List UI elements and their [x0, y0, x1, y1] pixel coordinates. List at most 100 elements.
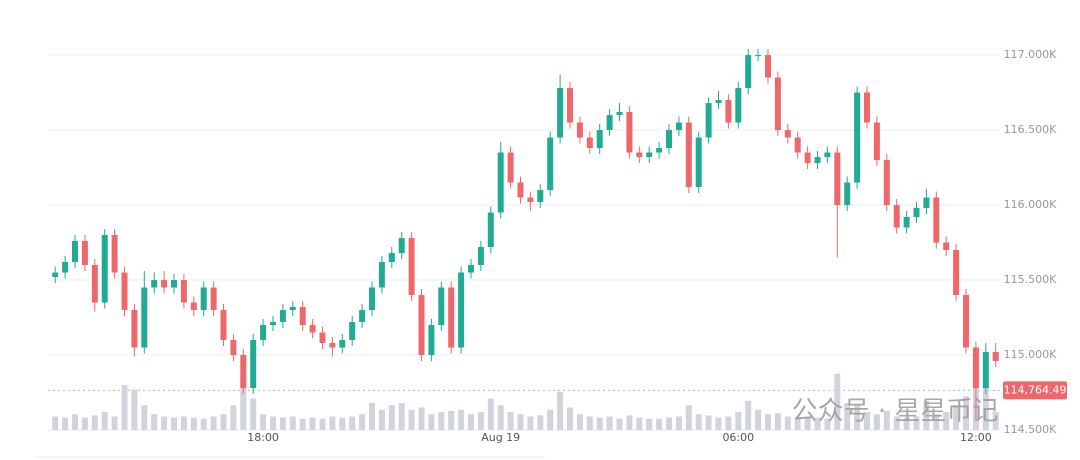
candle-body: [844, 182, 851, 206]
candle-body: [418, 295, 425, 356]
volume-bar: [873, 414, 880, 430]
volume-bar: [913, 416, 920, 430]
volume-bar: [576, 414, 583, 430]
candle-body: [893, 205, 900, 228]
volume-bar: [527, 416, 534, 430]
volume-bar: [369, 403, 375, 430]
candle-body: [557, 88, 564, 138]
candle-body: [784, 130, 791, 138]
volume-bar: [299, 418, 306, 430]
volume-bar: [477, 412, 484, 430]
candle-body: [547, 137, 554, 191]
candle-body: [388, 253, 395, 263]
volume-bar: [814, 417, 821, 430]
candle-body: [666, 130, 672, 149]
last-price-label: 114,764.49: [1004, 383, 1067, 396]
candle-body: [319, 332, 326, 344]
volume-bar: [666, 417, 672, 430]
volume-bar: [903, 417, 910, 430]
volume-bar: [646, 418, 653, 430]
x-tick-label: 06:00: [722, 431, 754, 444]
volume-bar: [943, 412, 950, 430]
watermark: 公众号 · 星星币记: [792, 397, 999, 427]
volume-bar: [794, 417, 801, 430]
candle-body: [52, 272, 59, 278]
candle-body: [161, 280, 168, 288]
candle-body: [794, 137, 801, 153]
candle-body: [398, 238, 405, 254]
candle-body: [606, 115, 613, 131]
volume-bar: [992, 412, 999, 430]
volume-bar: [507, 412, 514, 430]
candle-body: [705, 103, 712, 138]
candle-body: [695, 137, 702, 188]
candle-body: [507, 152, 514, 183]
candle-body: [101, 235, 108, 303]
candle-body: [438, 287, 445, 326]
candle-body: [685, 122, 692, 188]
volume-bar: [161, 416, 168, 430]
volume-bar: [378, 409, 385, 430]
volume-bar: [121, 385, 128, 430]
volume-bar: [804, 416, 811, 430]
candle-body: [200, 287, 207, 311]
volume-bar: [428, 414, 435, 430]
x-tick-label: Aug 19: [481, 431, 520, 444]
volume-bar: [765, 414, 771, 430]
candle-body: [883, 160, 890, 206]
candle-body: [270, 322, 276, 326]
volume-bar: [319, 418, 326, 430]
candle-body: [616, 112, 623, 116]
candle-body: [240, 355, 247, 389]
candle-body: [873, 122, 880, 161]
candle-body: [141, 287, 148, 348]
candle-body: [230, 340, 237, 356]
volume-bar: [547, 409, 554, 430]
last-price-box: [1003, 381, 1067, 400]
candle-body: [854, 92, 861, 183]
volume-bar: [636, 417, 643, 430]
volume-bar: [230, 405, 237, 430]
volume-bar: [933, 414, 940, 430]
volume-bar: [151, 414, 158, 430]
volume-bar: [260, 414, 267, 430]
volume-bar: [72, 414, 78, 430]
candle-body: [982, 352, 989, 389]
candle-body: [171, 280, 177, 288]
grid: [48, 54, 1000, 431]
volume-bar: [279, 417, 286, 430]
volume-bar: [349, 416, 356, 430]
volume-bar: [675, 416, 682, 430]
candle-body: [151, 280, 158, 288]
volume-bar: [339, 417, 346, 430]
candle-body: [992, 352, 999, 362]
volume-bar: [497, 405, 504, 430]
candle-body: [131, 310, 138, 348]
candle-body: [260, 325, 267, 341]
labels: 117.000K 116.500K 116.000K 115.500K 115.000K…: [247, 48, 1067, 444]
candle-body: [626, 112, 633, 153]
volume-bar: [705, 415, 712, 430]
candle-body: [963, 295, 969, 348]
candle-body: [250, 340, 257, 389]
y-tick-label: 116.000K: [1004, 198, 1057, 211]
volume-bar: [834, 373, 841, 430]
volume-bar: [784, 416, 791, 430]
candle-body: [329, 343, 336, 348]
y-tick-label: 115.500K: [1004, 273, 1057, 286]
candle-body: [359, 310, 366, 323]
volume-bar: [101, 412, 108, 430]
volume-bar: [685, 405, 692, 430]
volume-bar: [438, 412, 445, 430]
candle-body: [596, 130, 603, 149]
candle-body: [735, 88, 742, 123]
candle-body: [636, 152, 643, 158]
candle-body: [81, 241, 88, 266]
candle-body: [190, 302, 197, 311]
volume-bar: [854, 405, 861, 430]
volume-bar: [963, 396, 969, 430]
candle-body: [527, 197, 534, 203]
candle-body: [903, 217, 910, 228]
candle-body: [458, 272, 465, 348]
